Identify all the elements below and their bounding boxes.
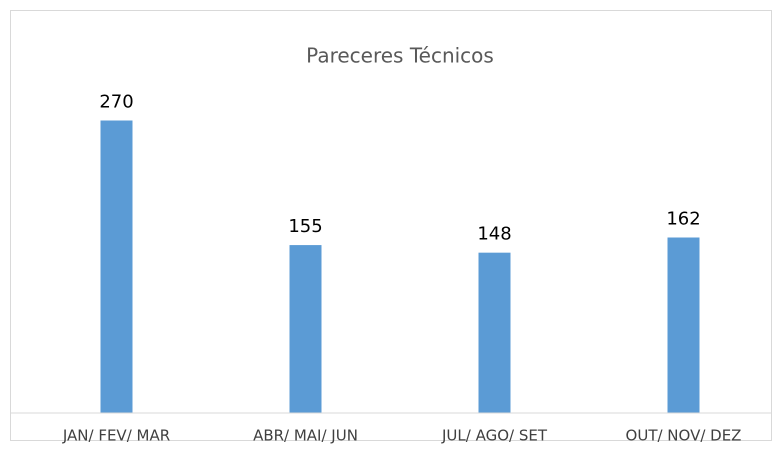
value-label: 270 bbox=[99, 92, 133, 113]
x-tick-label: OUT/ NOV/ DEZ bbox=[626, 427, 742, 445]
value-label: 148 bbox=[477, 224, 511, 245]
x-tick-label: JAN/ FEV/ MAR bbox=[62, 427, 170, 445]
x-tick-label: ABR/ MAI/ JUN bbox=[253, 427, 358, 445]
value-label: 162 bbox=[666, 209, 700, 230]
bar bbox=[667, 237, 700, 413]
bar bbox=[478, 252, 511, 413]
bar bbox=[289, 245, 322, 413]
chart-border bbox=[10, 10, 772, 441]
chart-title: Pareceres Técnicos bbox=[306, 44, 494, 68]
x-tick-label: JUL/ AGO/ SET bbox=[441, 427, 548, 445]
bar bbox=[100, 120, 133, 413]
value-label: 155 bbox=[288, 216, 322, 237]
